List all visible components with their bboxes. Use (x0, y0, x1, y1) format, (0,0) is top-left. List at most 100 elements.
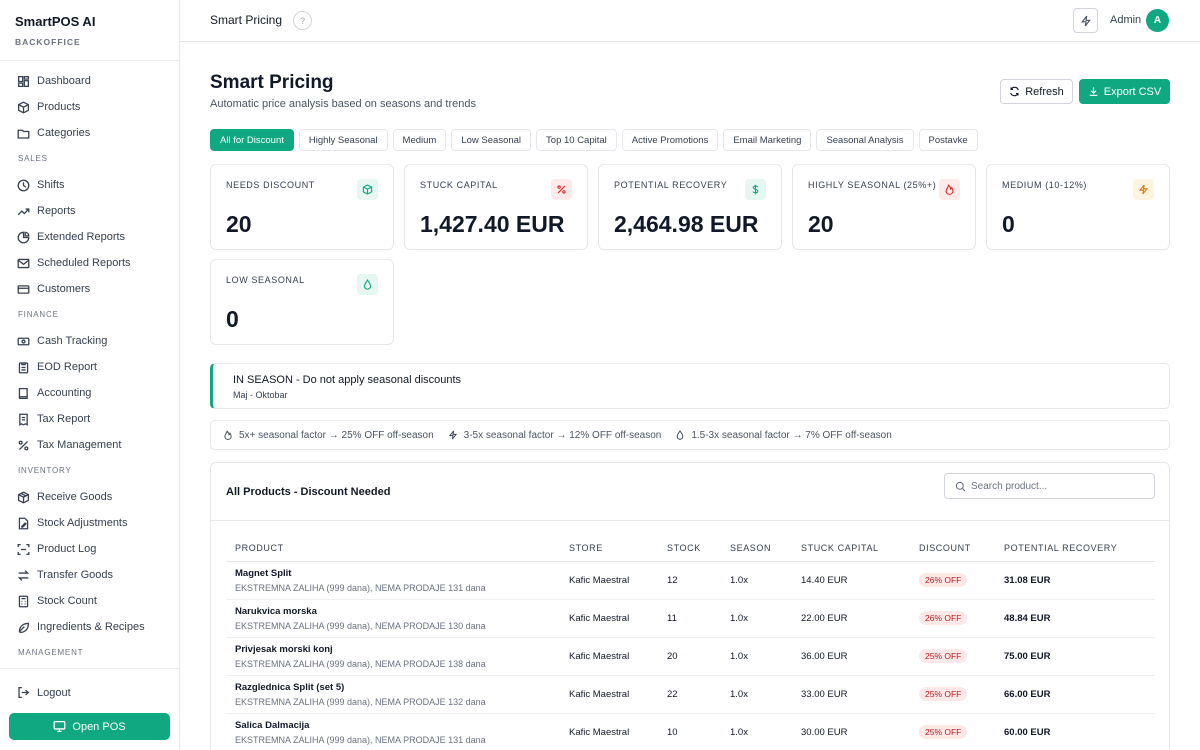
logout-button[interactable]: Logout (17, 686, 71, 699)
store-cell: Kafic Maestral (560, 637, 658, 676)
sidebar-item-stock-adjustments[interactable]: Stock Adjustments (0, 510, 180, 536)
stat-value: 20 (808, 211, 834, 237)
sidebar-item-label: Reports (37, 205, 76, 217)
bolt-icon (1080, 15, 1091, 26)
season-range: Maj - Oktobar (233, 390, 288, 400)
sidebar-item-label: Tax Management (37, 439, 122, 451)
sidebar-item-accounting[interactable]: Accounting (0, 380, 180, 406)
stat-card-needs-discount: NEEDS DISCOUNT 20 (210, 164, 394, 250)
season-cell: 1.0x (721, 599, 792, 638)
sidebar-item-tax-management[interactable]: Tax Management (0, 432, 180, 458)
percent-icon (18, 440, 29, 450)
tab-top-10-capital[interactable]: Top 10 Capital (536, 129, 617, 151)
brand-name: SmartPOS AI (15, 14, 96, 29)
sidebar-item-transfer-goods[interactable]: Transfer Goods (0, 562, 180, 588)
sidebar-item-extended-reports[interactable]: Extended Reports (0, 224, 180, 250)
table-row[interactable]: Salica Dalmacija EKSTREMNA ZALIHA (999 da… (226, 713, 1155, 750)
refresh-label: Refresh (1025, 85, 1064, 98)
leaf-icon (18, 622, 30, 633)
sidebar-item-stock-count[interactable]: Stock Count (0, 588, 180, 614)
sidebar-item-reports[interactable]: Reports (0, 198, 180, 224)
tab-all-for-discount[interactable]: All for Discount (210, 129, 294, 151)
sidebar-item-label: Product Log (37, 543, 97, 555)
table-row[interactable]: Privjesak morski konj EKSTREMNA ZALIHA (9… (226, 637, 1155, 676)
product-name: Magnet Split (235, 567, 292, 579)
column-header[interactable]: DISCOUNT (910, 535, 995, 562)
tab-highly-seasonal[interactable]: Highly Seasonal (298, 129, 388, 151)
trend-icon (17, 207, 30, 215)
product-cell: Salica Dalmacija EKSTREMNA ZALIHA (999 da… (226, 713, 560, 750)
table-header-row: PRODUCT STORE STOCK SEASON STUCK CAPITAL… (226, 535, 1155, 562)
tab-email-marketing[interactable]: Email Marketing (723, 129, 812, 151)
column-header[interactable]: PRODUCT (226, 535, 560, 562)
tab-seasonal-analysis[interactable]: Seasonal Analysis (816, 129, 914, 151)
season-cell: 1.0x (721, 637, 792, 676)
sidebar-item-receive-goods[interactable]: Receive Goods (0, 484, 180, 510)
sidebar-item-customers[interactable]: Customers (0, 276, 180, 302)
sidebar-item-scheduled-reports[interactable]: Scheduled Reports (0, 250, 180, 276)
sidebar-item-label: Shifts (37, 179, 65, 191)
product-name: Privjesak morski konj (235, 643, 333, 655)
tab-postavke[interactable]: Postavke (918, 129, 978, 151)
product-name: Salica Dalmacija (235, 719, 310, 731)
search-icon (955, 481, 966, 492)
section-finance-heading: FINANCE (18, 310, 59, 319)
tab-low-seasonal[interactable]: Low Seasonal (451, 129, 532, 151)
page-title: Smart Pricing (210, 72, 334, 93)
sidebar-item-product-log[interactable]: Product Log (0, 536, 180, 562)
product-note: EKSTREMNA ZALIHA (999 dana), NEMA PRODAJ… (235, 582, 486, 593)
banknote-icon (17, 337, 30, 345)
package-icon (17, 490, 30, 504)
discount-cell: 25% OFF (910, 637, 995, 676)
recovery-cell: 60.00 EUR (995, 713, 1155, 750)
section-management-heading: MANAGEMENT (18, 648, 84, 657)
quick-action-button[interactable] (1073, 8, 1098, 33)
sidebar-item-label: Tax Report (37, 413, 91, 425)
tab-active-promotions[interactable]: Active Promotions (621, 129, 719, 151)
discount-badge: 25% OFF (919, 725, 968, 739)
avatar[interactable]: A (1146, 9, 1169, 32)
column-header[interactable]: STORE (560, 535, 658, 562)
open-pos-button[interactable]: Open POS (9, 713, 170, 740)
stock-cell: 22 (658, 675, 721, 714)
discount-badge: 25% OFF (919, 687, 968, 701)
store-cell: Kafic Maestral (560, 561, 658, 600)
help-icon[interactable]: ? (293, 11, 312, 30)
sidebar-item-dashboard[interactable]: Dashboard (0, 68, 180, 94)
sidebar-item-ingredients-recipes[interactable]: Ingredients & Recipes (0, 614, 180, 640)
tab-medium[interactable]: Medium (392, 129, 447, 151)
droplet-icon (677, 430, 684, 440)
card-icon (17, 284, 30, 294)
refresh-button[interactable]: Refresh (1000, 79, 1073, 104)
sidebar-item-shifts[interactable]: Shifts (0, 172, 180, 198)
sidebar-item-tax-report[interactable]: Tax Report (0, 406, 180, 432)
table-row[interactable]: Magnet Split EKSTREMNA ZALIHA (999 dana),… (226, 561, 1155, 600)
sidebar-item-label: Dashboard (37, 75, 91, 87)
droplet-icon (357, 274, 378, 295)
column-header[interactable]: SEASON (721, 535, 792, 562)
open-pos-label: Open POS (72, 720, 126, 733)
capital-cell: 36.00 EUR (792, 637, 910, 676)
sidebar-item-label: Customers (37, 283, 91, 295)
sidebar-item-label: Stock Count (37, 595, 97, 607)
sidebar-item-eod-report[interactable]: EOD Report (0, 354, 180, 380)
sidebar-item-label: Ingredients & Recipes (37, 621, 145, 633)
legend-item-low: 1.5-3x seasonal factor → 7% OFF off-seas… (675, 430, 892, 441)
export-csv-button[interactable]: Export CSV (1079, 79, 1170, 104)
table-row[interactable]: Narukvica morska EKSTREMNA ZALIHA (999 da… (226, 599, 1155, 638)
percent-icon (551, 179, 572, 200)
sidebar-item-categories[interactable]: Categories (0, 120, 180, 146)
discount-badge: 25% OFF (919, 649, 968, 663)
column-header[interactable]: POTENTIAL RECOVERY (995, 535, 1155, 562)
discount-cell: 26% OFF (910, 561, 995, 600)
brand-subtitle: BACKOFFICE (15, 37, 81, 47)
stat-label: HIGHLY SEASONAL (25%+) (808, 180, 937, 190)
column-header[interactable]: STOCK (658, 535, 721, 562)
search-input[interactable] (971, 478, 1151, 495)
sidebar-item-cash-tracking[interactable]: Cash Tracking (0, 328, 180, 354)
sidebar-item-label: Cash Tracking (37, 335, 108, 347)
book-icon (18, 387, 28, 399)
table-row[interactable]: Razglednica Split (set 5) EKSTREMNA ZALIH… (226, 675, 1155, 714)
column-header[interactable]: STUCK CAPITAL (792, 535, 910, 562)
sidebar-item-products[interactable]: Products (0, 94, 180, 120)
